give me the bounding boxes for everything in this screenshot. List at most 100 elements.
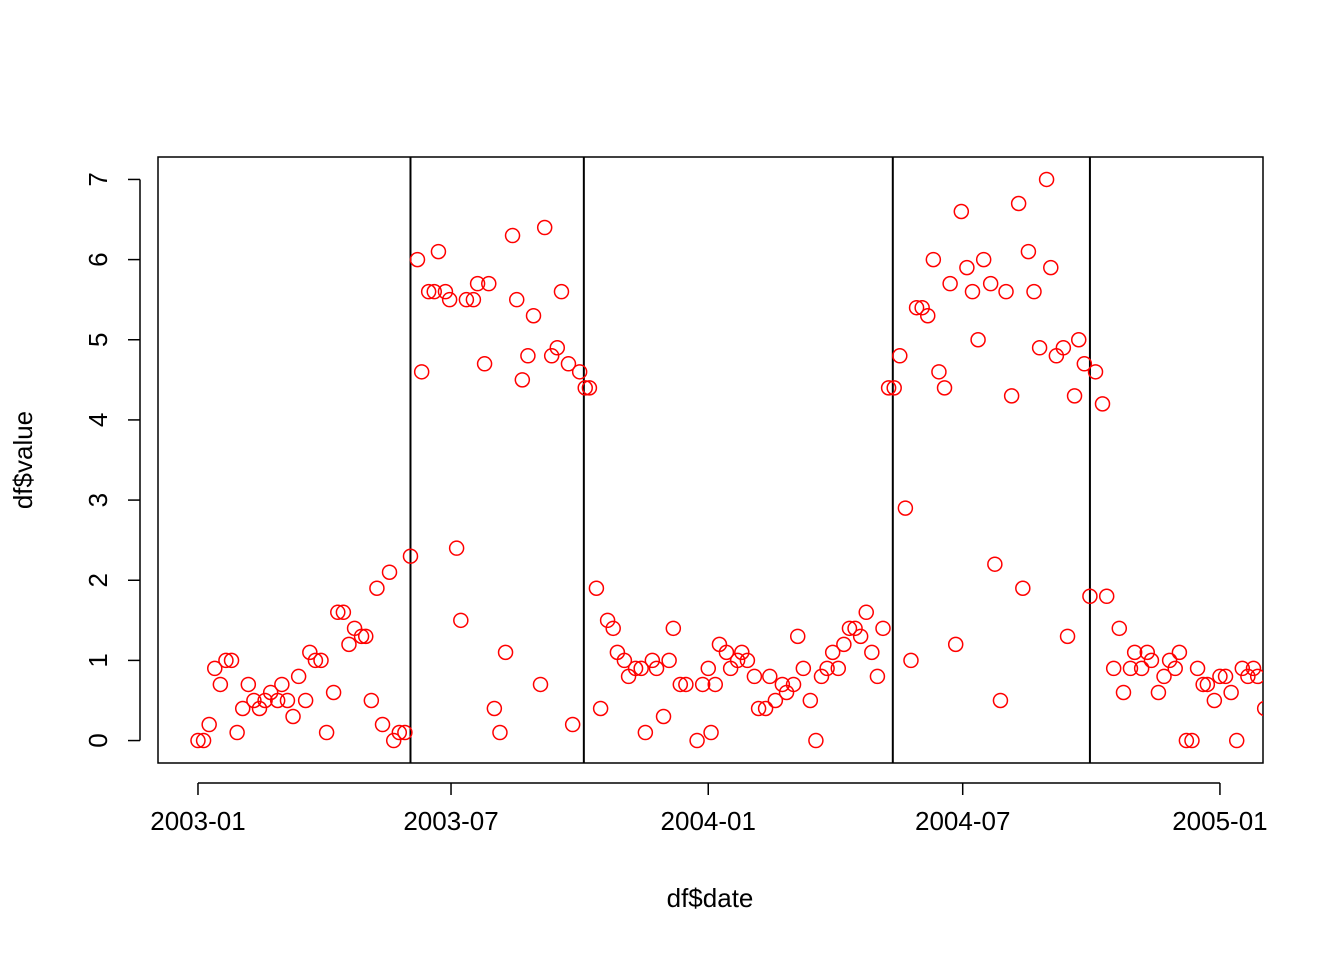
point (774, 676, 791, 693)
point (718, 644, 735, 661)
point (430, 243, 447, 260)
point (1161, 652, 1178, 669)
point (762, 668, 778, 685)
point (757, 700, 774, 717)
point (802, 692, 819, 709)
point (739, 652, 756, 669)
point (234, 700, 251, 717)
point (560, 356, 577, 372)
y-tick-label: 0 (83, 733, 113, 747)
point (897, 500, 914, 516)
point (869, 668, 886, 685)
point (1015, 580, 1031, 597)
y-tick-label: 7 (83, 172, 113, 186)
point (441, 291, 458, 308)
point (1122, 660, 1139, 677)
x-axis-label: df$date (667, 883, 754, 913)
point (1115, 684, 1132, 701)
point (448, 540, 465, 556)
point (1150, 684, 1167, 701)
point (947, 636, 964, 653)
point (830, 660, 847, 677)
point (290, 668, 307, 685)
point (1171, 644, 1188, 661)
point (1156, 668, 1172, 685)
point (420, 283, 437, 300)
point (1228, 732, 1245, 749)
point (880, 380, 897, 396)
point (808, 732, 824, 749)
point (1245, 660, 1262, 677)
point (1249, 668, 1263, 685)
point (707, 676, 724, 693)
point (942, 275, 958, 292)
point (497, 644, 514, 661)
point (1076, 356, 1093, 372)
point (1111, 620, 1128, 637)
point (476, 356, 493, 372)
point (1189, 660, 1206, 677)
point (577, 380, 593, 396)
point (964, 283, 981, 300)
point (353, 628, 370, 645)
point (492, 724, 508, 741)
point (1217, 668, 1234, 685)
plot-area (190, 157, 1263, 763)
point (1038, 171, 1055, 188)
point (1031, 340, 1048, 356)
point (1178, 732, 1195, 749)
point (694, 676, 711, 693)
point (1105, 660, 1122, 677)
point (1043, 259, 1059, 276)
point (1126, 644, 1143, 661)
point (592, 700, 609, 717)
point (920, 307, 936, 324)
point (1098, 588, 1115, 605)
point (1066, 388, 1083, 404)
point (481, 275, 497, 292)
point (903, 652, 919, 669)
x-tick-label: 2004-01 (661, 806, 756, 836)
point (1206, 692, 1223, 709)
point (413, 364, 430, 380)
point (661, 652, 677, 669)
point (458, 291, 475, 308)
point (627, 660, 644, 677)
point (1240, 668, 1256, 685)
point (864, 644, 880, 661)
point (1003, 388, 1020, 404)
point (588, 580, 605, 597)
point (297, 692, 314, 709)
point (1133, 660, 1150, 677)
point (970, 332, 986, 348)
y-axis-label: df$value (8, 411, 38, 509)
point (795, 660, 812, 677)
point (648, 660, 665, 677)
point (689, 732, 705, 749)
point (750, 700, 767, 717)
point (1082, 588, 1098, 605)
plot-box (157, 156, 1264, 764)
point (363, 692, 380, 709)
y-tick-label: 5 (83, 333, 113, 347)
point (875, 620, 891, 637)
point (369, 580, 385, 597)
point (201, 716, 217, 733)
point (549, 340, 566, 356)
point (678, 676, 694, 693)
point (514, 372, 531, 388)
point (616, 652, 633, 669)
point (374, 716, 391, 733)
point (357, 628, 374, 645)
point (409, 251, 426, 268)
point (508, 291, 525, 308)
point (767, 692, 784, 709)
point (633, 660, 649, 677)
point (1087, 364, 1104, 380)
point (195, 732, 212, 749)
point (543, 348, 560, 364)
point (665, 620, 682, 637)
point (746, 668, 763, 685)
point (982, 275, 999, 292)
